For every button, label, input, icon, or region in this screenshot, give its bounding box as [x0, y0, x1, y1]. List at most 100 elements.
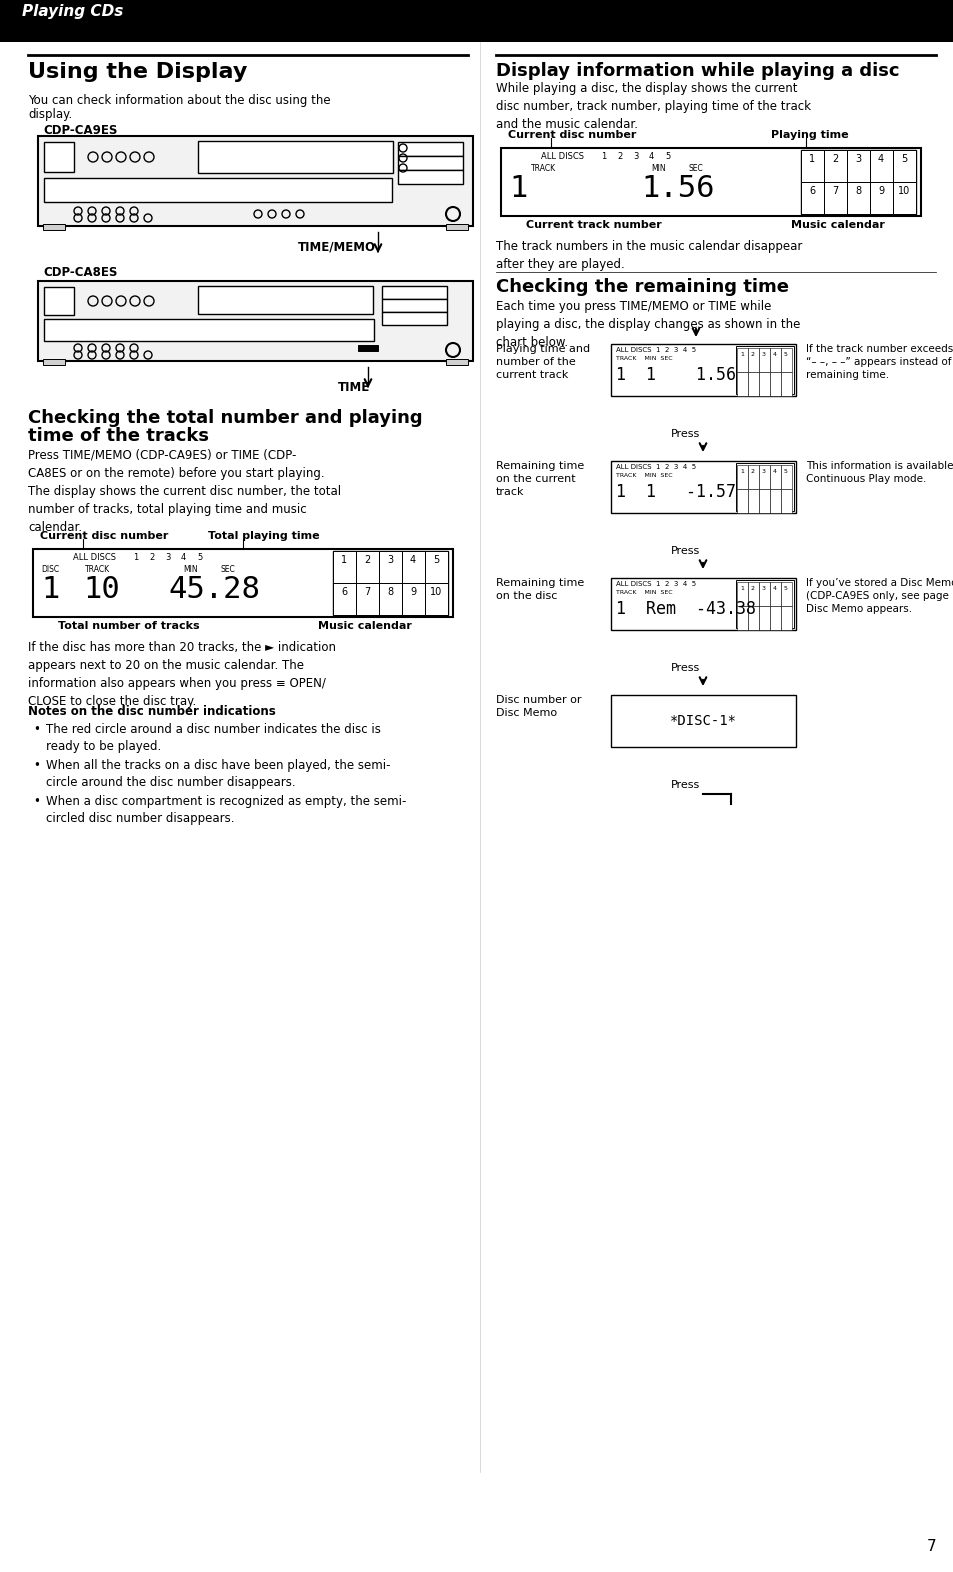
- Text: Playing CDs: Playing CDs: [22, 5, 123, 19]
- Text: 10: 10: [897, 185, 909, 196]
- Bar: [747, 605, 759, 630]
- Text: This information is available only in
Continuous Play mode.: This information is available only in Co…: [805, 461, 953, 484]
- Text: Press: Press: [670, 545, 700, 556]
- Text: 3: 3: [761, 352, 765, 357]
- Text: Disc number or
Disc Memo: Disc number or Disc Memo: [496, 695, 581, 718]
- Text: Current track number: Current track number: [525, 220, 661, 230]
- Bar: [869, 149, 892, 182]
- Text: ALL DISCS: ALL DISCS: [73, 553, 116, 563]
- Bar: [801, 149, 915, 214]
- Text: Remaining time
on the current
track: Remaining time on the current track: [496, 461, 583, 497]
- Text: 4: 4: [772, 468, 776, 475]
- Text: 5: 5: [783, 586, 787, 591]
- Text: 1  1    1.56: 1 1 1.56: [616, 366, 735, 384]
- Text: 1: 1: [740, 468, 743, 475]
- Text: 2: 2: [363, 555, 370, 564]
- Text: SEC: SEC: [688, 163, 703, 173]
- Text: •: •: [33, 759, 40, 772]
- Text: Checking the total number and playing: Checking the total number and playing: [28, 409, 422, 428]
- Bar: [44, 288, 74, 314]
- Bar: [333, 552, 448, 615]
- Text: Notes on the disc number indications: Notes on the disc number indications: [28, 704, 275, 718]
- Text: 9: 9: [877, 185, 883, 196]
- Bar: [610, 695, 795, 747]
- Text: 6: 6: [808, 185, 814, 196]
- Bar: [610, 461, 795, 512]
- Text: Music calendar: Music calendar: [790, 220, 884, 230]
- Text: 2: 2: [750, 468, 754, 475]
- Text: time of the tracks: time of the tracks: [28, 428, 209, 445]
- Bar: [759, 373, 769, 396]
- Bar: [424, 552, 448, 583]
- Text: The red circle around a disc number indicates the disc is
ready to be played.: The red circle around a disc number indi…: [46, 723, 380, 753]
- Text: 4: 4: [877, 154, 883, 163]
- Bar: [781, 582, 791, 605]
- Text: 1: 1: [41, 575, 59, 604]
- Text: When all the tracks on a disc have been played, the semi-
circle around the disc: When all the tracks on a disc have been …: [46, 759, 390, 789]
- Text: Current disc number: Current disc number: [507, 130, 636, 140]
- Bar: [801, 182, 823, 214]
- Text: 7: 7: [925, 1539, 935, 1555]
- Text: 1: 1: [600, 152, 605, 160]
- Text: 4: 4: [410, 555, 416, 564]
- Text: TRACK    MIN  SEC: TRACK MIN SEC: [616, 355, 672, 362]
- Text: TRACK: TRACK: [531, 163, 556, 173]
- Bar: [397, 170, 462, 184]
- Bar: [357, 344, 377, 351]
- Bar: [381, 299, 447, 311]
- Bar: [759, 347, 769, 373]
- Bar: [846, 149, 869, 182]
- Text: 8: 8: [854, 185, 861, 196]
- Text: 5: 5: [664, 152, 670, 160]
- Text: TRACK    MIN  SEC: TRACK MIN SEC: [616, 590, 672, 594]
- Text: 6: 6: [340, 586, 347, 597]
- Bar: [381, 286, 447, 299]
- Text: Press TIME/MEMO (CDP-CA9ES) or TIME (CDP-
CA8ES or on the remote) before you sta: Press TIME/MEMO (CDP-CA9ES) or TIME (CDP…: [28, 450, 341, 534]
- Bar: [869, 182, 892, 214]
- Bar: [401, 583, 424, 615]
- Bar: [759, 489, 769, 512]
- Text: 3: 3: [854, 154, 861, 163]
- Text: 8: 8: [387, 586, 393, 597]
- Bar: [397, 156, 462, 170]
- Bar: [759, 582, 769, 605]
- Text: Display information while playing a disc: Display information while playing a disc: [496, 61, 899, 80]
- Text: 2: 2: [831, 154, 838, 163]
- Bar: [759, 465, 769, 489]
- Text: Total number of tracks: Total number of tracks: [58, 621, 199, 630]
- Bar: [737, 465, 747, 489]
- Text: 5: 5: [433, 555, 438, 564]
- Text: 4: 4: [181, 553, 186, 563]
- Text: 4: 4: [772, 586, 776, 591]
- Text: If you’ve stored a Disc Memo
(CDP-CA9ES only, see page 15), the
Disc Memo appear: If you’ve stored a Disc Memo (CDP-CA9ES …: [805, 578, 953, 615]
- Text: While playing a disc, the display shows the current
disc number, track number, p: While playing a disc, the display shows …: [496, 82, 810, 130]
- Bar: [747, 465, 759, 489]
- Text: Press: Press: [670, 780, 700, 791]
- Bar: [747, 489, 759, 512]
- Text: Using the Display: Using the Display: [28, 61, 247, 82]
- Bar: [424, 583, 448, 615]
- Bar: [747, 582, 759, 605]
- Bar: [747, 347, 759, 373]
- Bar: [892, 182, 915, 214]
- Bar: [735, 580, 793, 627]
- Text: DISC: DISC: [41, 564, 59, 574]
- Bar: [781, 347, 791, 373]
- Bar: [781, 465, 791, 489]
- Text: 7: 7: [831, 185, 838, 196]
- Text: 2: 2: [617, 152, 621, 160]
- Bar: [44, 206, 392, 220]
- Bar: [401, 552, 424, 583]
- Bar: [0, 0, 953, 42]
- Text: 1: 1: [740, 586, 743, 591]
- Text: *DISC-1*: *DISC-1*: [669, 714, 736, 728]
- Text: Music calendar: Music calendar: [317, 621, 412, 630]
- Bar: [823, 182, 846, 214]
- Bar: [378, 583, 401, 615]
- Bar: [333, 583, 355, 615]
- Text: You can check information about the disc using the: You can check information about the disc…: [28, 94, 331, 107]
- Bar: [610, 344, 795, 396]
- Bar: [769, 605, 781, 630]
- Bar: [892, 149, 915, 182]
- Bar: [737, 347, 747, 373]
